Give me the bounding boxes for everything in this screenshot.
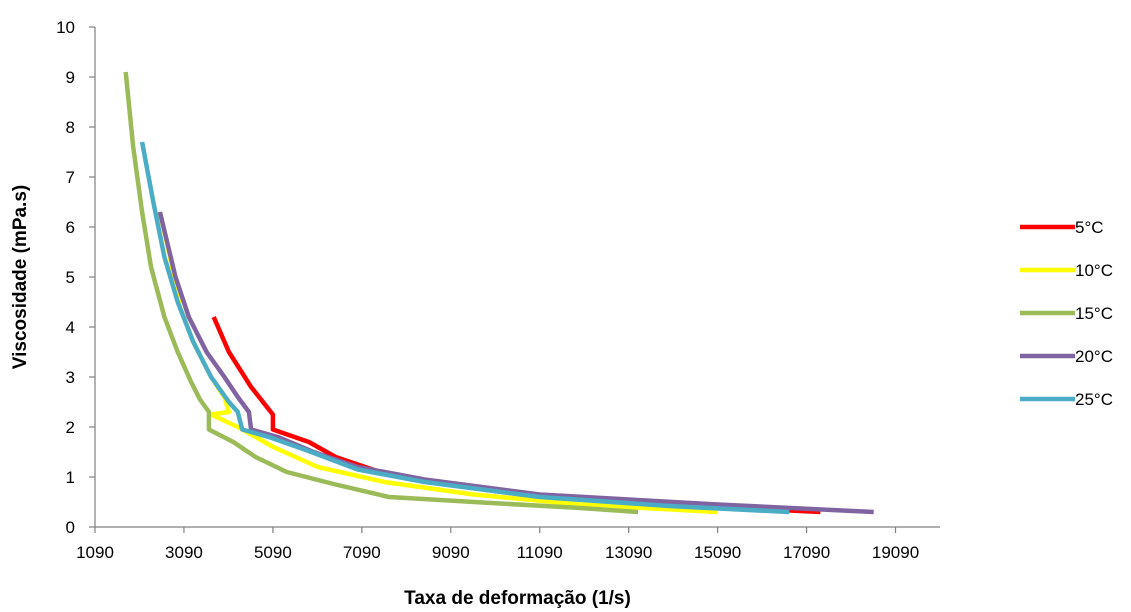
- y-tick-label: 3: [66, 368, 75, 387]
- y-tick-label: 7: [66, 168, 75, 187]
- x-tick-label: 19090: [872, 543, 919, 562]
- x-tick-label: 5090: [254, 543, 292, 562]
- x-tick-label: 15090: [694, 543, 741, 562]
- y-tick-label: 2: [66, 418, 75, 437]
- plot-area: [123, 71, 874, 515]
- y-tick-label: 9: [66, 68, 75, 87]
- x-tick-label: 11090: [517, 543, 563, 562]
- y-tick-label: 4: [66, 318, 75, 337]
- y-tick-label: 1: [66, 468, 75, 487]
- legend-label: 25°C: [1075, 390, 1113, 409]
- x-tick-label: 17090: [783, 543, 830, 562]
- y-tick-label: 6: [66, 218, 75, 237]
- x-axis-title: Taxa de deformação (1/s): [404, 588, 631, 609]
- x-tick-label: 13090: [605, 543, 652, 562]
- x-tick-label: 9090: [432, 543, 470, 562]
- y-axis-title: Viscosidade (mPa.s): [10, 185, 31, 369]
- legend: 5°C 10°C 15°C 20°C 25°C: [1020, 218, 1113, 409]
- legend-label: 15°C: [1075, 304, 1113, 323]
- legend-label: 10°C: [1075, 261, 1113, 280]
- y-tick-label: 8: [66, 118, 75, 137]
- series-line-1: [211, 316, 821, 515]
- legend-label: 5°C: [1075, 218, 1104, 237]
- legend-label: 20°C: [1075, 347, 1113, 366]
- y-tick-label: 10: [56, 18, 75, 37]
- y-axis-ticks: 0 1 2 3 4 5 6 7 8 9 10: [56, 18, 95, 537]
- x-axis-ticks: 1090 3090 5090 7090 9090 11090 13090 15090 17090…: [76, 527, 919, 562]
- x-tick-label: 3090: [165, 543, 203, 562]
- x-tick-label: 7090: [343, 543, 381, 562]
- axes: [94, 27, 940, 528]
- series-line-3: [123, 71, 639, 515]
- x-tick-label: 1090: [76, 543, 114, 562]
- series-line-5: [139, 141, 790, 515]
- series-line-2: [157, 211, 718, 515]
- y-tick-label: 0: [66, 518, 75, 537]
- series-line-4: [157, 211, 874, 515]
- y-tick-label: 5: [66, 268, 75, 287]
